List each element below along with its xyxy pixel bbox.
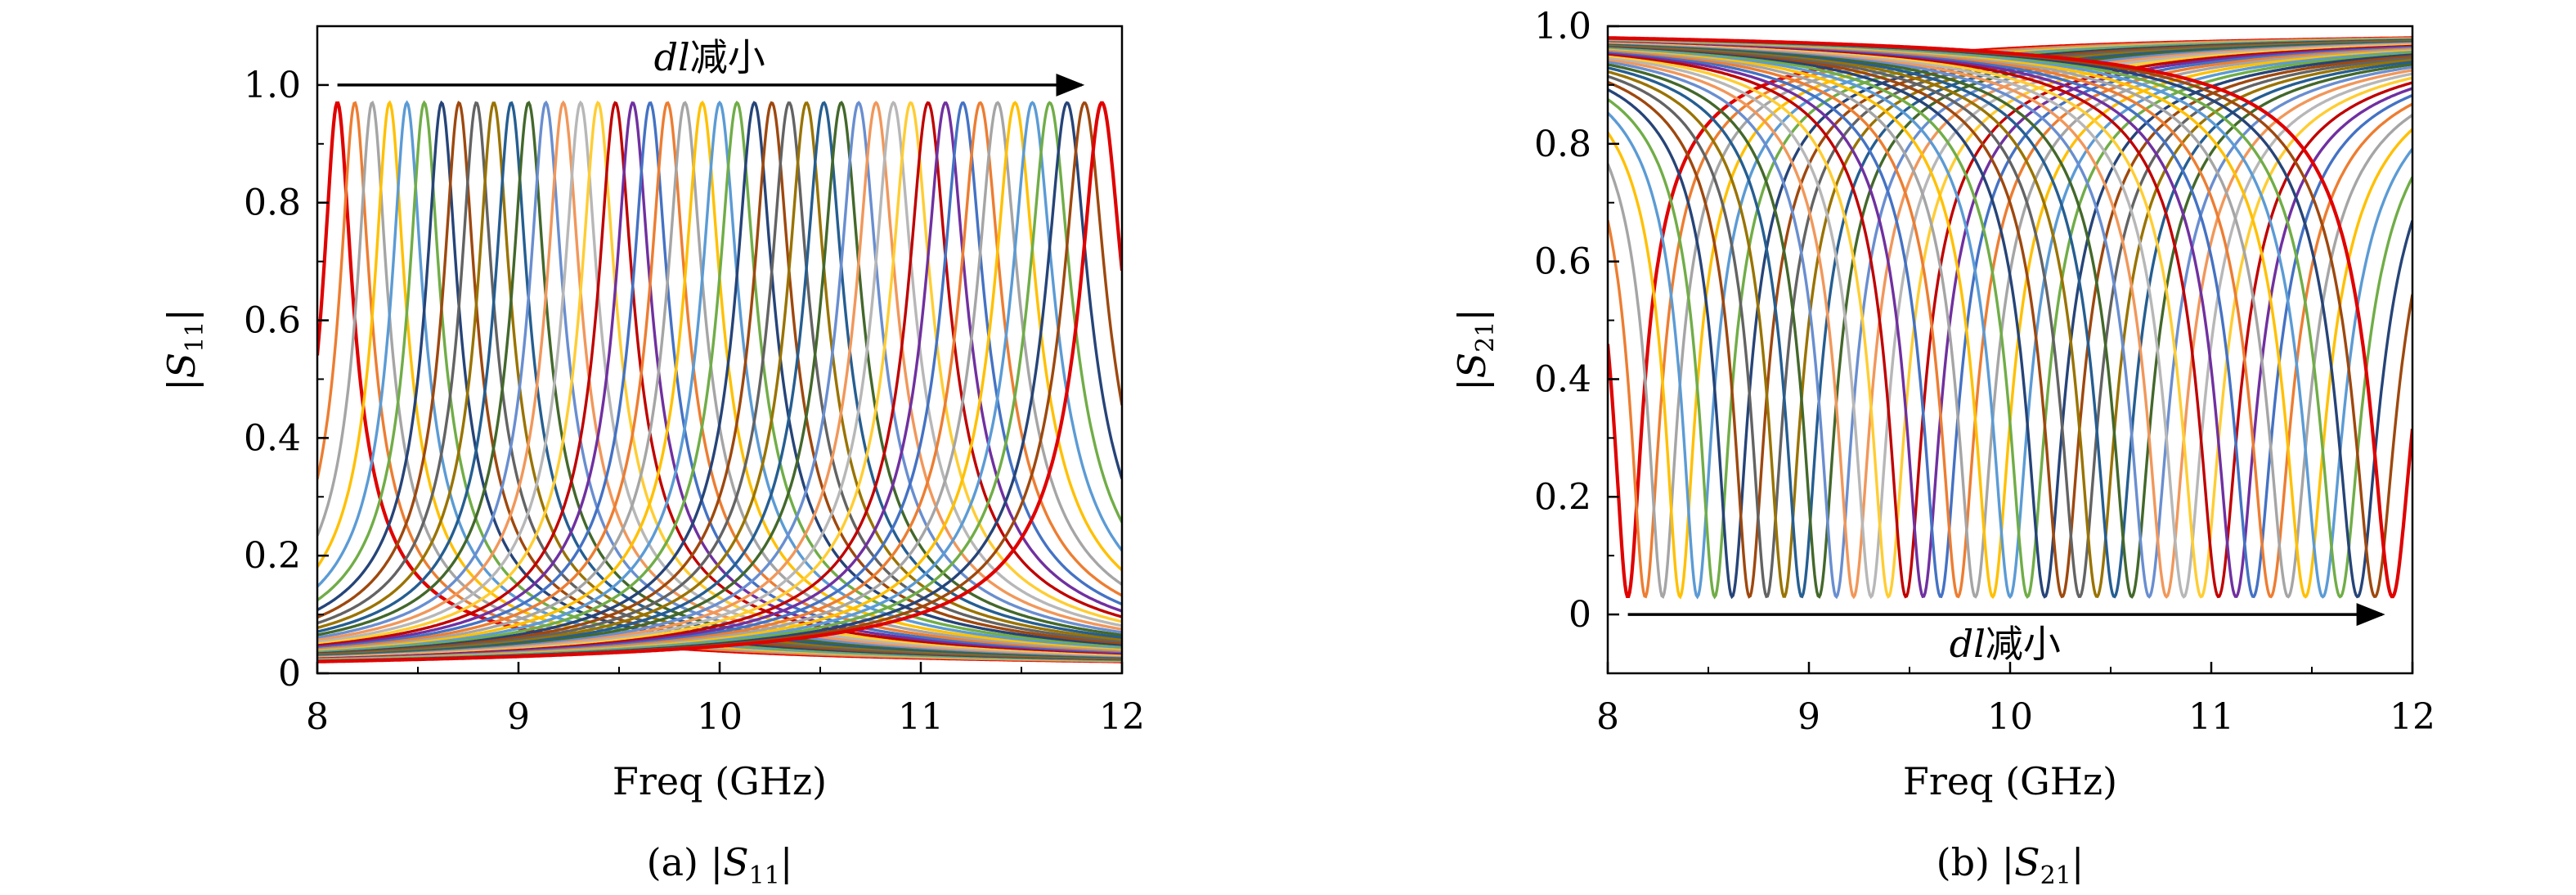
y-tick-label: 0.8 xyxy=(1534,124,1591,165)
series-line xyxy=(1608,44,2412,599)
annotation-label: dl减小 xyxy=(1950,622,2061,666)
y-tick-label: 1.0 xyxy=(244,65,301,106)
series-line xyxy=(1608,45,2412,600)
x-tick-label: 12 xyxy=(1099,696,1145,738)
series-line xyxy=(1608,36,2412,599)
y-axis-title: |S11| xyxy=(159,308,209,391)
x-tick-label: 12 xyxy=(2390,696,2435,738)
y-tick-label: 0 xyxy=(278,653,301,695)
series-line xyxy=(1608,45,2412,599)
x-tick-label: 10 xyxy=(697,696,743,738)
x-tick-label: 8 xyxy=(306,696,329,738)
x-axis-title: Freq (GHz) xyxy=(613,759,827,803)
series-line xyxy=(1608,46,2412,599)
y-tick-label: 0.4 xyxy=(1534,358,1591,400)
series-line xyxy=(317,101,1122,654)
series-line xyxy=(317,101,1122,654)
panel-caption: (a) |S11| xyxy=(647,840,793,890)
series-line xyxy=(1608,46,2412,600)
x-tick-label: 9 xyxy=(507,696,530,738)
y-tick-label: 0.4 xyxy=(244,417,301,459)
series-line xyxy=(317,100,1122,654)
panel-a: 8 9 10 11 12 0 0.2 0.4 0.6 0.8 1.0 Freq (GHz) |S11| d… xyxy=(159,25,1145,890)
y-axis-title: |S21| xyxy=(1450,308,1500,391)
series-group xyxy=(1608,36,2412,600)
y-tick-label: 0.2 xyxy=(1534,476,1591,518)
series-line xyxy=(317,101,1122,663)
annotation-label: dl减小 xyxy=(654,35,765,79)
y-tick-label: 0.6 xyxy=(244,300,301,342)
x-tick-label: 10 xyxy=(1987,696,2033,738)
x-axis-title: Freq (GHz) xyxy=(1903,759,2117,803)
x-tick-label: 11 xyxy=(2188,696,2234,738)
y-tick-label: 0.2 xyxy=(244,535,301,577)
x-tick-label: 9 xyxy=(1797,696,1820,738)
series-line xyxy=(317,101,1122,655)
x-tick-label: 8 xyxy=(1596,696,1619,738)
series-line xyxy=(1608,44,2412,599)
panel-caption: (b) |S21| xyxy=(1936,840,2085,890)
x-tick-label: 11 xyxy=(898,696,944,738)
y-tick-label: 1.0 xyxy=(1534,6,1591,47)
y-tick-label: 0.8 xyxy=(244,182,301,224)
y-tick-label: 0.6 xyxy=(1534,241,1591,283)
panel-b: 8 9 10 11 12 0 0.2 0.4 0.6 0.8 1.0 Freq (GHz) |S21| d… xyxy=(1450,6,2435,890)
series-line xyxy=(317,101,1122,655)
y-tick-label: 0 xyxy=(1568,594,1591,636)
series-line xyxy=(317,100,1122,654)
series-group xyxy=(317,100,1122,663)
